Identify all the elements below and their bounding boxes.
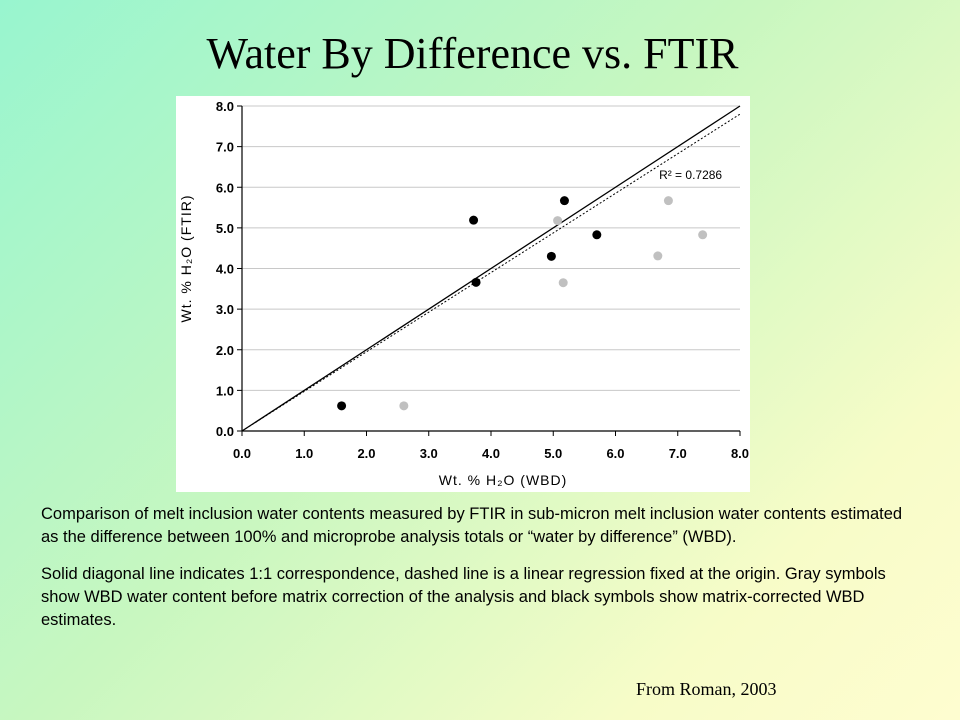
source-citation: From Roman, 2003	[636, 679, 777, 699]
y-tick-label: 8.0	[216, 99, 234, 114]
gray-data-point	[558, 278, 568, 288]
x-tick-label: 6.0	[606, 446, 624, 461]
x-axis-title: Wt. % H₂O (WBD)	[439, 472, 568, 488]
caption: Comparison of melt inclusion water conte…	[41, 503, 911, 632]
x-tick-label: 0.0	[233, 446, 251, 461]
black-data-point	[471, 277, 481, 287]
y-tick-label: 2.0	[216, 343, 234, 358]
y-tick-label: 4.0	[216, 262, 234, 277]
gray-data-point	[663, 196, 673, 206]
black-data-point	[592, 230, 602, 240]
one-to-one-line	[241, 105, 741, 432]
x-tick-label: 4.0	[482, 446, 500, 461]
gray-data-point	[698, 230, 708, 240]
caption-paragraph-2: Solid diagonal line indicates 1:1 corres…	[41, 565, 886, 629]
x-tick-label: 7.0	[669, 446, 687, 461]
regression-line	[241, 113, 741, 432]
black-data-point	[337, 401, 347, 411]
y-axis-title: Wt. % H₂O (FTIR)	[178, 195, 194, 323]
slide-title: Water By Difference vs. FTIR	[206, 29, 739, 78]
y-tick-label: 6.0	[216, 180, 234, 195]
scatter-chart: 0.0 1.0 2.0 3.0 4.0 5.0 6.0 7.0 8.0 0.0 1.0 2.0 3.0 4…	[176, 96, 750, 492]
black-data-point	[546, 251, 556, 261]
y-tick-label: 0.0	[216, 424, 234, 439]
black-data-point	[469, 215, 479, 225]
y-tick-label: 7.0	[216, 140, 234, 155]
x-tick-label: 8.0	[731, 446, 749, 461]
caption-paragraph-1: Comparison of melt inclusion water conte…	[41, 505, 903, 546]
chart-svg: 0.0 1.0 2.0 3.0 4.0 5.0 6.0 7.0 8.0 0.0 1.0 2.0 3.0 4…	[178, 99, 749, 488]
y-tick-label: 1.0	[216, 383, 234, 398]
y-tick-label: 5.0	[216, 221, 234, 236]
x-tick-label: 2.0	[357, 446, 375, 461]
black-data-point	[559, 196, 569, 206]
gray-data-point	[399, 401, 409, 411]
x-tick-label: 3.0	[420, 446, 438, 461]
r-squared-annotation: R² = 0.7286	[659, 168, 722, 182]
gray-data-point	[553, 216, 563, 226]
x-tick-label: 5.0	[544, 446, 562, 461]
x-tick-label: 1.0	[295, 446, 313, 461]
gray-data-point	[653, 251, 663, 261]
y-tick-label: 3.0	[216, 302, 234, 317]
